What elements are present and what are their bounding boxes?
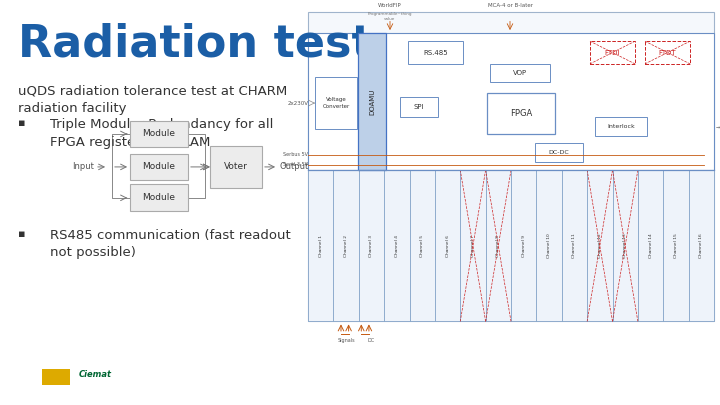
Bar (460, 170, 485, 322)
Bar (595, 117, 647, 136)
Bar (511, 170, 536, 322)
Text: DC-DC: DC-DC (549, 150, 570, 155)
Bar (210, 146, 262, 188)
Text: DOAMU: DOAMU (369, 88, 375, 115)
Text: RS485 communication (fast readout
not possible): RS485 communication (fast readout not po… (50, 229, 291, 259)
Bar (308, 170, 333, 322)
Text: ▪: ▪ (18, 119, 25, 128)
Bar (130, 121, 188, 147)
Text: Triple Modular Redundancy for all
FPGA registers and RAM: Triple Modular Redundancy for all FPGA r… (50, 119, 274, 149)
Text: Send 3.5V: Send 3.5V (283, 162, 308, 167)
Text: Channel 12: Channel 12 (598, 233, 602, 258)
Bar (688, 170, 714, 322)
Text: 5: 5 (697, 373, 703, 383)
Text: Input: Input (72, 162, 94, 171)
Text: Channel 6: Channel 6 (446, 235, 449, 257)
Text: Voltage
Converter: Voltage Converter (323, 98, 350, 109)
Text: ▪: ▪ (18, 229, 25, 239)
Text: Module: Module (143, 193, 176, 202)
Text: Channel 4: Channel 4 (395, 235, 399, 257)
Bar (638, 170, 663, 322)
Bar (536, 170, 562, 322)
Bar (562, 170, 587, 322)
Bar (42, 369, 70, 385)
Text: Channel 5: Channel 5 (420, 234, 424, 257)
Text: Channel 2: Channel 2 (344, 235, 348, 257)
Text: 12-Nov-18: 12-Nov-18 (183, 373, 237, 383)
Bar (485, 170, 511, 322)
Bar (408, 41, 463, 64)
Text: uQDS radiation tolerance test at CHARM
radiation facility: uQDS radiation tolerance test at CHARM r… (18, 85, 287, 115)
Bar (308, 33, 714, 170)
Bar (359, 170, 384, 322)
Text: WorldFIP: WorldFIP (378, 3, 402, 8)
Text: Voter: Voter (224, 162, 248, 171)
Bar (308, 13, 714, 322)
Text: Channel 8: Channel 8 (496, 235, 500, 257)
Text: Output: Output (280, 162, 310, 171)
Text: SPI: SPI (414, 104, 424, 110)
Text: Channel 9: Channel 9 (522, 235, 526, 257)
Bar (358, 33, 386, 170)
Bar (535, 143, 583, 162)
Text: RS.485: RS.485 (423, 49, 448, 55)
Bar (663, 170, 688, 322)
Text: Channel 3: Channel 3 (369, 235, 374, 257)
Text: Channel 7: Channel 7 (471, 235, 475, 257)
Text: Ciemat: Ciemat (78, 370, 112, 379)
Text: Interlock: Interlock (607, 124, 635, 129)
Text: Radiation test: Radiation test (18, 23, 373, 66)
Text: Module: Module (143, 130, 176, 139)
Text: VOP: VOP (513, 70, 527, 76)
Text: FTDI: FTDI (605, 49, 620, 55)
Bar (587, 170, 613, 322)
Text: Serbus 5V: Serbus 5V (283, 152, 308, 157)
Bar (613, 170, 638, 322)
Text: Programmable~thing
value: Programmable~thing value (368, 13, 413, 21)
Bar (400, 97, 438, 117)
Text: Channel 11: Channel 11 (572, 233, 577, 258)
Bar (490, 64, 550, 83)
Text: Channel 14: Channel 14 (649, 233, 652, 258)
Bar (487, 93, 555, 134)
Text: 2x230V: 2x230V (288, 100, 309, 106)
Bar (384, 170, 410, 322)
Bar (130, 153, 188, 180)
Text: TE6770 3rd Workshop: TE6770 3rd Workshop (392, 373, 508, 383)
Text: → Interlock/HDS: → Interlock/HDS (716, 124, 720, 129)
Text: DC: DC (368, 338, 375, 343)
Text: CERN: CERN (11, 375, 30, 380)
Text: Signals: Signals (337, 338, 355, 343)
Text: Channel 15: Channel 15 (674, 233, 678, 258)
Bar (410, 170, 435, 322)
Text: Channel 1: Channel 1 (319, 235, 323, 257)
Text: Channel 10: Channel 10 (547, 233, 551, 258)
Text: FTDT: FTDT (659, 49, 676, 55)
Text: Channel 13: Channel 13 (624, 233, 627, 258)
Bar (315, 77, 357, 129)
Text: Channel 16: Channel 16 (699, 233, 703, 258)
Text: MCA-4 or B-later: MCA-4 or B-later (487, 3, 533, 8)
Bar (435, 170, 460, 322)
Bar (590, 41, 635, 64)
Bar (333, 170, 359, 322)
Bar (130, 184, 188, 211)
Text: Module: Module (143, 162, 176, 171)
Text: FPGA: FPGA (510, 109, 532, 118)
Bar (645, 41, 690, 64)
